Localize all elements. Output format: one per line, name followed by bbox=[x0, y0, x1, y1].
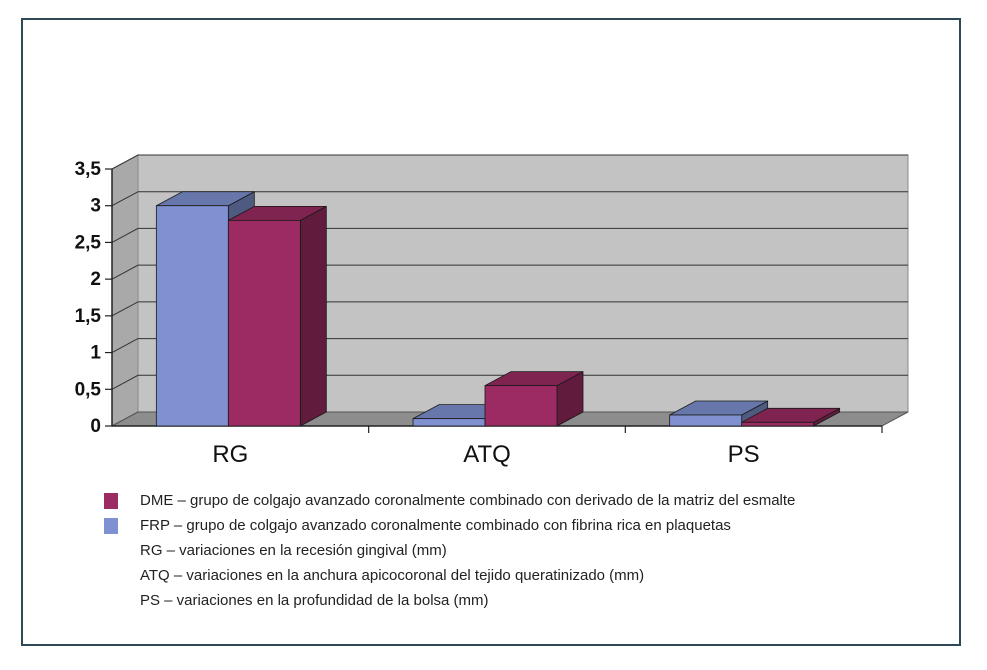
legend-swatch bbox=[104, 517, 118, 534]
bar-dme-ps bbox=[741, 421, 815, 427]
y-tick-label: 1,5 bbox=[75, 306, 102, 327]
bar-frp-ps bbox=[669, 414, 743, 427]
legend-spacer bbox=[104, 593, 118, 609]
gridline bbox=[111, 264, 908, 280]
y-tick-label: 0,5 bbox=[75, 379, 102, 400]
legend-swatch bbox=[104, 492, 118, 509]
y-tick-label: 2,5 bbox=[75, 232, 102, 253]
legend-text: DME – grupo de colgajo avanzado coronalm… bbox=[140, 492, 796, 509]
y-tick-label: 3 bbox=[90, 196, 101, 217]
bar-dme-atq bbox=[484, 385, 558, 427]
plot-side-wall bbox=[111, 154, 139, 427]
y-tick-label: 3,5 bbox=[75, 159, 102, 180]
x-category-label: ATQ bbox=[463, 441, 511, 468]
legend-text: FRP – grupo de colgajo avanzado coronalm… bbox=[140, 517, 731, 534]
chart-legend: DME – grupo de colgajo avanzado coronalm… bbox=[104, 488, 944, 613]
gridline bbox=[111, 191, 908, 207]
legend-text: RG – variaciones en la recesión gingival… bbox=[140, 542, 447, 559]
y-tick-label: 0 bbox=[90, 416, 101, 437]
legend-text: PS – variaciones en la profundidad de la… bbox=[140, 592, 489, 609]
legend-entry: FRP – grupo de colgajo avanzado coronalm… bbox=[104, 513, 944, 538]
gridline bbox=[111, 227, 908, 243]
bar-side bbox=[299, 205, 327, 427]
bar-frp-rg bbox=[155, 205, 229, 427]
legend-entry: PS – variaciones en la profundidad de la… bbox=[104, 588, 944, 613]
legend-spacer bbox=[104, 543, 118, 559]
gridline bbox=[111, 338, 908, 354]
legend-entry: ATQ – variaciones en la anchura apicocor… bbox=[104, 563, 944, 588]
gridline bbox=[111, 301, 908, 317]
x-category-label: PS bbox=[728, 441, 760, 468]
legend-entry: DME – grupo de colgajo avanzado coronalm… bbox=[104, 488, 944, 513]
gridline bbox=[111, 154, 908, 170]
y-tick-label: 1 bbox=[90, 343, 101, 364]
legend-entry: RG – variaciones en la recesión gingival… bbox=[104, 538, 944, 563]
gridline bbox=[111, 374, 908, 390]
bar-frp-atq bbox=[412, 418, 486, 427]
legend-text: ATQ – variaciones en la anchura apicocor… bbox=[140, 567, 645, 584]
y-tick-label: 2 bbox=[90, 269, 101, 290]
x-category-label: RG bbox=[212, 441, 248, 468]
bar-dme-rg bbox=[227, 219, 301, 427]
legend-spacer bbox=[104, 568, 118, 584]
